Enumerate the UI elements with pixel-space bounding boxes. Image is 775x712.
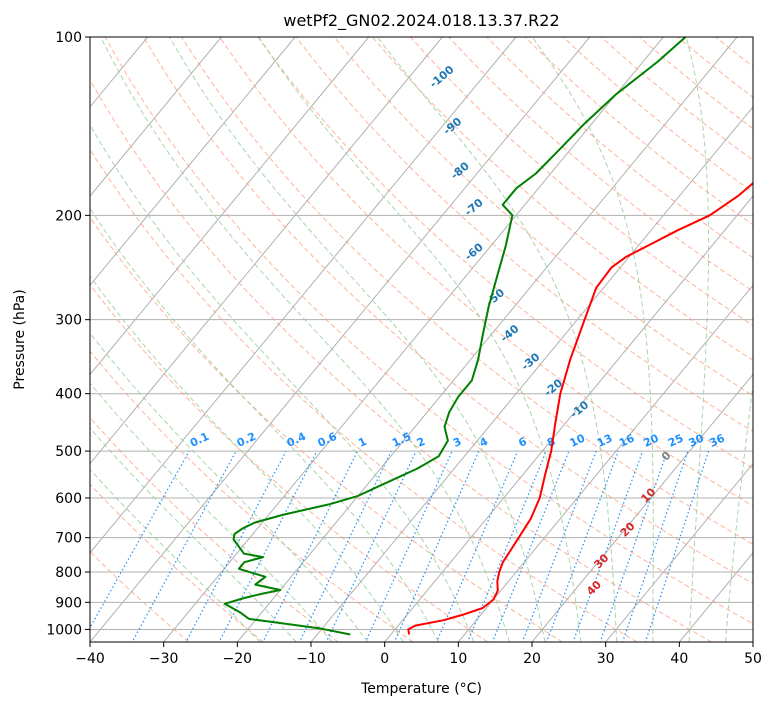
x-tick-label: −30 [149, 651, 179, 667]
y-tick-label: 300 [55, 313, 82, 329]
x-tick-label: −10 [296, 651, 326, 667]
x-axis-label: Temperature (°C) [360, 681, 482, 697]
y-tick-label: 800 [55, 565, 82, 581]
y-tick-label: 500 [55, 444, 82, 460]
x-tick-label: 10 [449, 651, 467, 667]
y-tick-label: 100 [55, 30, 82, 46]
x-tick-label: 20 [523, 651, 541, 667]
y-tick-label: 900 [55, 595, 82, 611]
x-tick-label: 0 [380, 651, 389, 667]
x-tick-label: −20 [223, 651, 253, 667]
y-tick-label: 600 [55, 491, 82, 507]
x-tick-label: 40 [670, 651, 688, 667]
y-axis-label: Pressure (hPa) [12, 289, 28, 389]
y-tick-label: 1000 [46, 622, 82, 638]
y-tick-label: 200 [55, 208, 82, 224]
x-tick-label: 30 [597, 651, 615, 667]
x-tick-label: −40 [75, 651, 105, 667]
y-tick-label: 700 [55, 531, 82, 547]
y-tick-label: 400 [55, 387, 82, 403]
chart-title: wetPf2_GN02.2024.018.13.37.R22 [283, 11, 559, 31]
x-tick-label: 50 [744, 651, 762, 667]
